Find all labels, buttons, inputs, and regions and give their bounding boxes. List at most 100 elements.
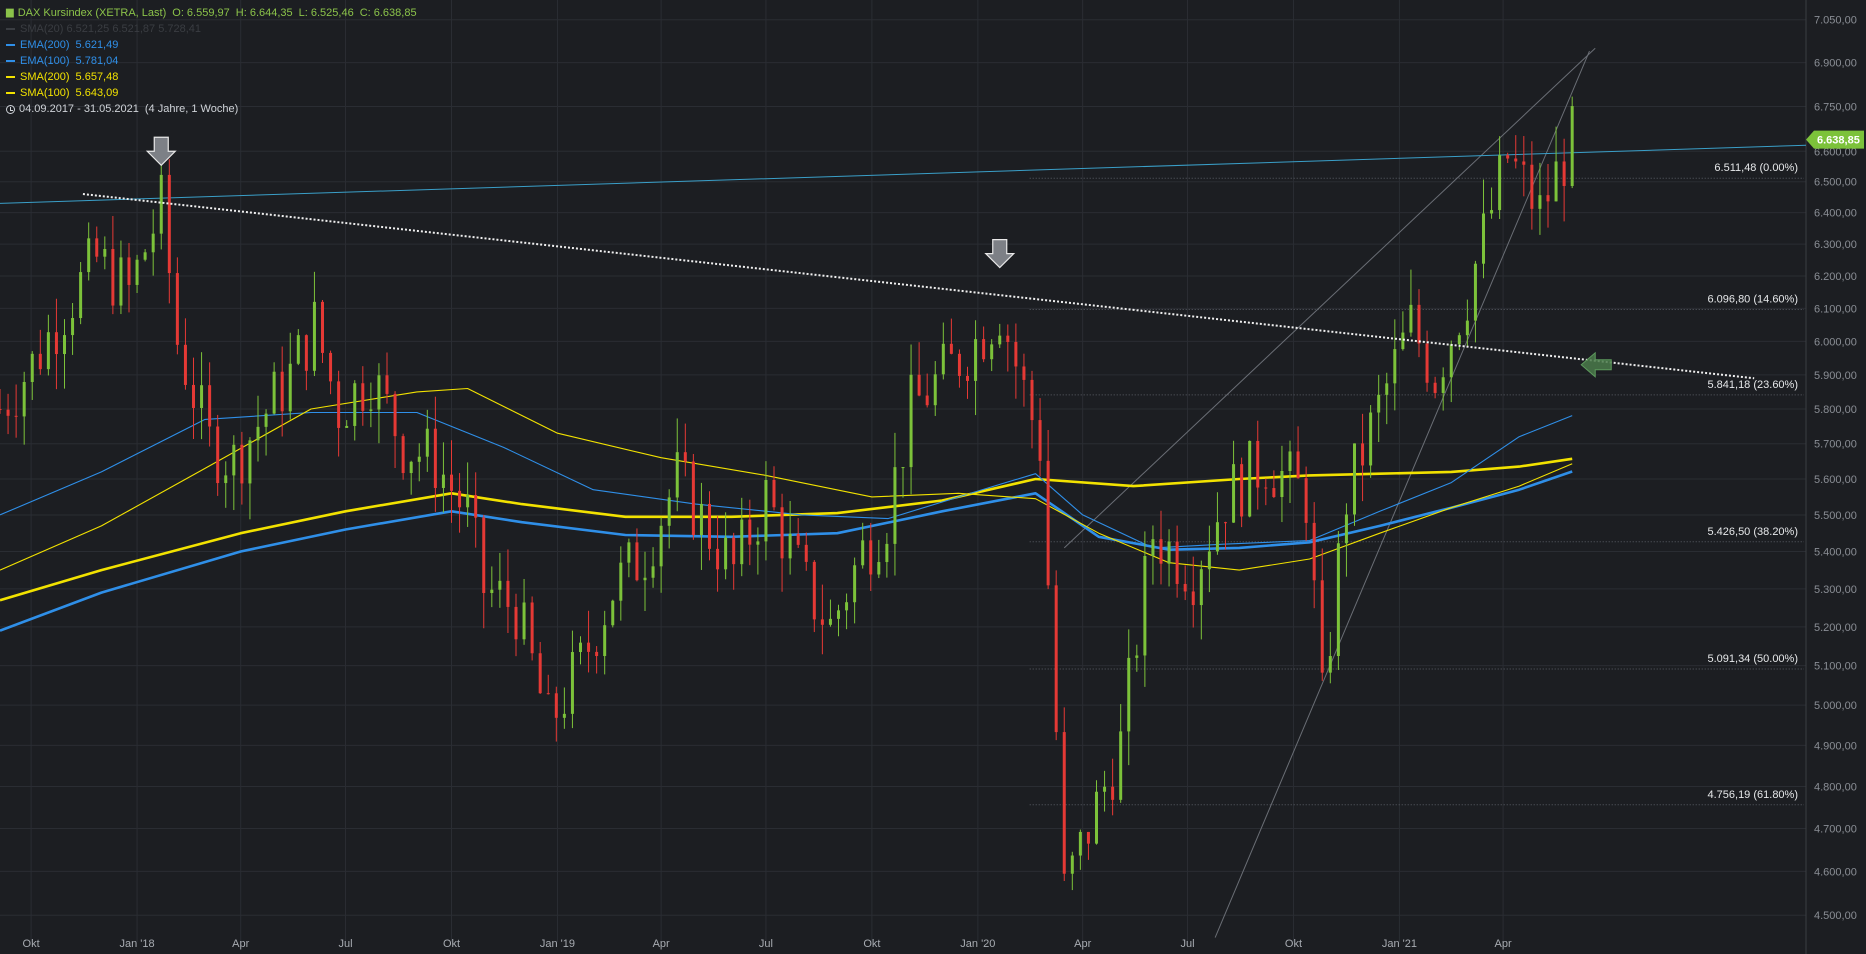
candle-body (345, 425, 349, 428)
candle-body (1570, 106, 1574, 187)
y-tick-label: 6.100,00 (1814, 303, 1857, 315)
symbol-name[interactable]: DAX Kursindex (XETRA, Last) (17, 7, 167, 19)
candle-body (1167, 541, 1171, 564)
indicator-sma200[interactable]: SMA(200) 5.657,48 (6, 69, 417, 85)
candle-body (1312, 522, 1316, 581)
downtrend-dotted-line (82, 193, 1755, 380)
candle-body (1490, 210, 1494, 214)
candle-body (957, 353, 961, 376)
candle-body (514, 606, 518, 640)
candle-body (1361, 443, 1365, 466)
candle-body (667, 497, 671, 526)
y-tick-label: 5.900,00 (1814, 370, 1857, 382)
arrow-left-marker (1580, 351, 1612, 378)
candle-body (1401, 332, 1405, 350)
y-tick-label: 5.100,00 (1814, 661, 1857, 673)
candle-body (659, 525, 663, 567)
candle-body (425, 428, 429, 457)
date-range[interactable]: 04.09.2017 - 31.05.2021 (4 Jahre, 1 Woch… (6, 101, 417, 117)
candle-body (708, 503, 711, 549)
candle-body (530, 602, 534, 654)
candle-body (361, 383, 365, 411)
candle-body (450, 474, 453, 491)
candle-body (272, 371, 276, 414)
y-tick-label: 5.500,00 (1814, 510, 1857, 522)
candle-body (635, 542, 639, 581)
indicator-ema200[interactable]: EMA(200) 5.621,49 (6, 37, 417, 53)
candle-body (1425, 343, 1429, 383)
candle-body (1256, 440, 1260, 488)
candle-body (683, 452, 687, 462)
y-tick-label: 6.200,00 (1814, 271, 1857, 283)
candle-body (1135, 655, 1139, 658)
candle-body (522, 602, 526, 640)
candle-body (30, 353, 34, 382)
candle-body (1441, 377, 1445, 393)
candle-body (1320, 580, 1324, 673)
candle-body (732, 537, 736, 565)
candle-body (38, 353, 42, 370)
candle-body (941, 343, 945, 375)
candle-body (611, 600, 615, 626)
candle-body (240, 444, 244, 484)
candle-body (627, 542, 631, 563)
candle-body (248, 440, 252, 484)
candle-body (329, 352, 333, 382)
trend-channel-line (1063, 47, 1596, 549)
candle-body (1240, 464, 1244, 517)
date-range-label: 04.09.2017 - 31.05.2021 (19, 103, 139, 115)
candle-body (1070, 855, 1074, 874)
candle-body (87, 238, 91, 273)
indicator-swatch (6, 92, 15, 94)
candle-body (570, 652, 574, 714)
indicator-ema100[interactable]: EMA(100) 5.781,04 (6, 53, 417, 69)
hidden-indicator-row[interactable]: SMA(20) 6.521,25 6.521,87 5.728,41 (6, 21, 417, 37)
candle-body (377, 375, 381, 410)
y-tick-label: 4.700,00 (1814, 823, 1857, 835)
candle-body (1183, 583, 1187, 592)
candle-body (264, 413, 268, 427)
candle-body (998, 335, 1002, 345)
candle-body (200, 385, 204, 408)
candle-body (280, 371, 284, 412)
candle-body (1530, 164, 1534, 209)
candle-body (877, 562, 881, 575)
candle-body (917, 374, 921, 396)
indicator-value: 5.621,49 (75, 39, 119, 51)
y-tick-label: 6.500,00 (1814, 177, 1857, 189)
candle-body (1207, 551, 1211, 570)
candle-body (675, 452, 679, 498)
y-tick-label: 4.500,00 (1814, 910, 1857, 922)
candle-body (901, 467, 905, 469)
candle-body (1143, 555, 1147, 656)
candle-body (151, 233, 155, 253)
candle-body (119, 257, 123, 306)
candle-body (1280, 471, 1284, 497)
indicator-swatch (6, 44, 15, 46)
candle-body (54, 332, 58, 355)
x-tick-label: Apr (1495, 938, 1512, 950)
indicator-swatch (6, 76, 15, 78)
candle-body (1038, 420, 1042, 461)
candle-body (401, 436, 405, 474)
candle-body (603, 625, 607, 657)
x-tick-label: Jan '18 (119, 938, 154, 950)
y-tick-label: 6.000,00 (1814, 336, 1857, 348)
candle-body (1215, 522, 1219, 552)
x-tick-label: Jan '21 (1382, 938, 1417, 950)
x-tick-label: Jul (339, 938, 353, 950)
candle-body (982, 339, 986, 360)
last-price-badge (1806, 130, 1864, 149)
candle-body (538, 653, 542, 694)
candle-body (1062, 732, 1066, 874)
candle-body (804, 544, 808, 562)
candle-body (216, 426, 220, 484)
x-tick-label: Okt (443, 938, 460, 950)
candle-body (1336, 543, 1340, 657)
candle-body (1103, 786, 1107, 792)
indicator-sma100[interactable]: SMA(100) 5.643,09 (6, 85, 417, 101)
y-tick-label: 5.300,00 (1814, 584, 1857, 596)
candle-body (256, 426, 260, 441)
candle-body (1546, 195, 1550, 202)
